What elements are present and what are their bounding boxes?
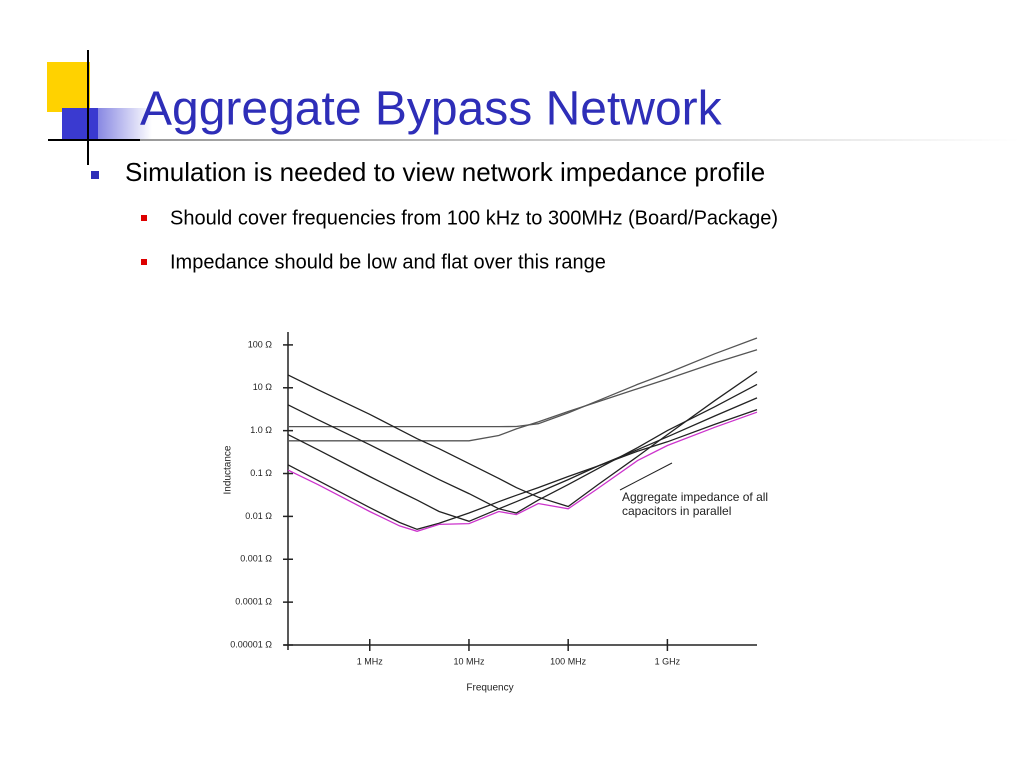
impedance-curve (287, 370, 758, 508)
sub-bullet (141, 215, 147, 221)
y-axis-label: Inductance (223, 445, 234, 494)
x-axis-label: Frequency (466, 683, 513, 694)
annotation: Aggregate impedance of all capacitors in… (622, 490, 769, 518)
x-tick-label: 1 GHz (655, 656, 681, 666)
title-rule (140, 139, 1020, 141)
deco-yellow (47, 62, 90, 112)
impedance-curve (288, 337, 758, 428)
impedance-curve (287, 397, 758, 522)
x-tick-label: 10 MHz (453, 656, 485, 666)
x-tick-label: 1 MHz (357, 656, 384, 666)
y-tick-label: 0.1 Ω (250, 468, 272, 478)
sub-bullet-text: Should cover frequencies from 100 kHz to… (170, 207, 778, 229)
slide-title: Aggregate Bypass Network (140, 83, 723, 136)
y-tick-label: 0.00001 Ω (230, 639, 272, 649)
impedance-curve (287, 408, 758, 530)
x-tick-label: 100 MHz (550, 656, 587, 666)
y-tick-label: 1.0 Ω (250, 425, 272, 435)
y-tick-label: 100 Ω (248, 339, 273, 349)
impedance-curve (287, 383, 758, 514)
y-tick-label: 0.0001 Ω (235, 597, 272, 607)
bullet (91, 171, 99, 179)
y-tick-label: 0.01 Ω (245, 511, 272, 521)
deco-blue-square (62, 108, 98, 140)
bullet-text: Simulation is needed to view network imp… (125, 157, 765, 187)
impedance-curve (288, 349, 758, 442)
sub-bullet (141, 259, 147, 265)
sub-bullet-text: Impedance should be low and flat over th… (170, 251, 606, 273)
impedance-curve (287, 411, 758, 532)
annotation-arrow (619, 462, 673, 491)
y-tick-label: 0.001 Ω (240, 554, 272, 564)
y-tick-label: 10 Ω (253, 382, 273, 392)
